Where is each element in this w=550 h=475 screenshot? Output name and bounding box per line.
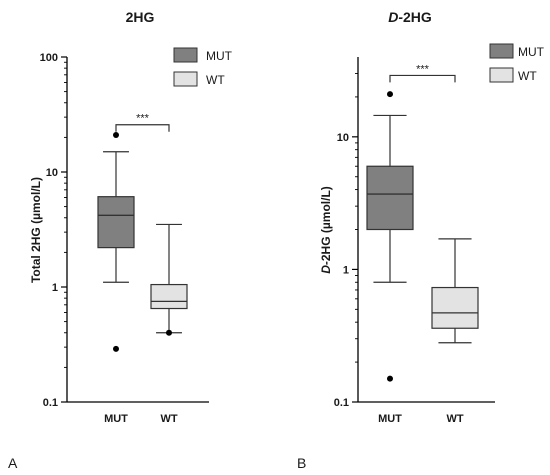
- legend-swatch-wt: [173, 71, 198, 87]
- y-axis-label: Total 2HG (µmol/L): [29, 177, 43, 283]
- legend-label: MUT: [206, 49, 233, 63]
- y-tick-label: 1: [52, 282, 58, 294]
- y-tick-label: 100: [40, 52, 58, 64]
- y-tick-label: 0.1: [43, 397, 58, 409]
- box-iqr: [366, 165, 414, 231]
- outlier-point: [387, 375, 393, 382]
- y-tick-label: 10: [46, 167, 58, 179]
- box-wt: [431, 238, 479, 344]
- significance-bracket: [115, 124, 170, 132]
- box-mut: [366, 91, 414, 382]
- y-axis-label-text: Total 2HG (µmol/L): [29, 177, 43, 283]
- legend-label: WT: [206, 73, 225, 87]
- chart-title: 2HG: [126, 9, 155, 25]
- y-axis-label-italic-prefix: D-: [319, 261, 333, 274]
- legend: MUT WT: [489, 43, 545, 83]
- significance-label: ***: [136, 113, 150, 125]
- y-tick-label: 0.1: [334, 397, 349, 409]
- panel-letter: B: [297, 455, 306, 471]
- outlier-point: [113, 131, 119, 138]
- significance-label: ***: [416, 63, 430, 75]
- panel-a: 2HG Total 2HG (µmol/L) 0.1 1 10 100 MUT WT *** MU…: [8, 9, 233, 471]
- box-mut: [97, 131, 135, 352]
- y-tick-label: 10: [337, 132, 349, 144]
- box-iqr: [97, 196, 135, 249]
- x-category-label: MUT: [104, 413, 128, 425]
- chart-title-italic-prefix: D-: [388, 9, 403, 25]
- outlier-point: [166, 329, 172, 336]
- legend-label: MUT: [518, 45, 545, 59]
- box-iqr: [431, 286, 479, 329]
- legend-label: WT: [518, 69, 537, 83]
- box-wt: [150, 223, 188, 336]
- outlier-point: [387, 91, 393, 98]
- significance-bracket: [389, 74, 456, 83]
- legend: MUT WT: [173, 47, 233, 87]
- x-category-label: WT: [160, 413, 177, 425]
- legend-swatch-mut: [489, 43, 514, 59]
- legend-swatch-mut: [173, 47, 198, 63]
- chart-title-text: 2HG: [126, 9, 155, 25]
- chart-title: D-2HG: [388, 9, 432, 25]
- outlier-point: [113, 345, 119, 352]
- chart-title-text: 2HG: [403, 9, 432, 25]
- y-axis-label-text: 2HG (µmol/L): [319, 186, 333, 261]
- y-axis-label: D-2HG (µmol/L): [319, 186, 333, 274]
- box-iqr: [150, 283, 188, 310]
- x-category-label: WT: [446, 413, 463, 425]
- panel-letter: A: [8, 455, 18, 471]
- y-tick-label: 1: [343, 264, 349, 276]
- legend-swatch-wt: [489, 67, 514, 83]
- x-category-label: MUT: [378, 413, 402, 425]
